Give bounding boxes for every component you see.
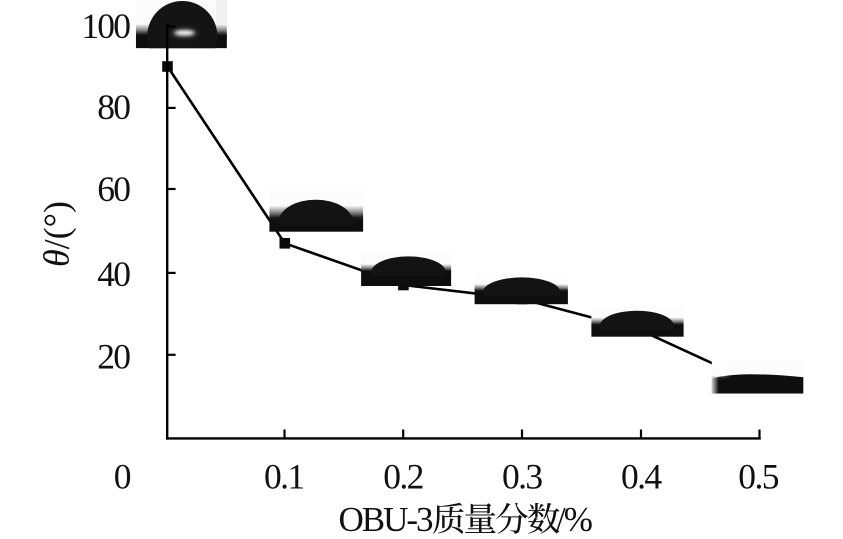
svg-text:θ/(°): θ/(°)	[37, 201, 77, 267]
svg-text:0.3: 0.3	[502, 457, 542, 497]
svg-text:OBU-3: OBU-3	[339, 500, 434, 539]
svg-text:/%: /%	[556, 500, 592, 539]
svg-text:0.2: 0.2	[383, 457, 423, 497]
svg-text:20: 20	[97, 337, 130, 377]
svg-text:0.5: 0.5	[738, 457, 778, 497]
svg-text:0: 0	[114, 457, 131, 497]
svg-text:80: 80	[97, 87, 130, 127]
svg-text:0.4: 0.4	[621, 457, 662, 497]
svg-text:0.1: 0.1	[264, 457, 304, 497]
svg-text:40: 40	[97, 254, 130, 294]
svg-text:100: 100	[81, 6, 130, 46]
svg-text:60: 60	[97, 169, 130, 209]
